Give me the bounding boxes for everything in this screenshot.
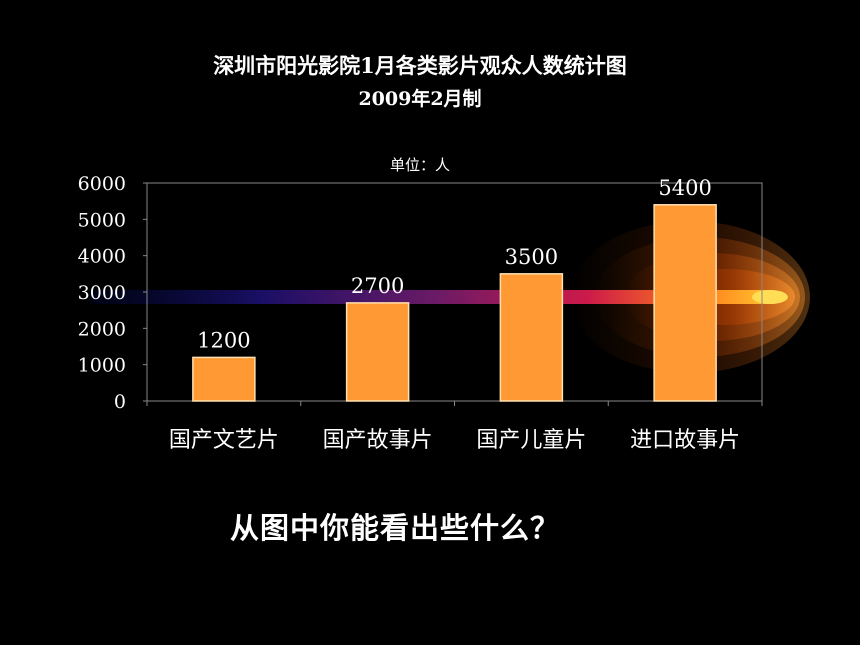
chart-subtitle: 2009年2月制 [358,88,482,110]
y-tick-label: 4000 [78,246,126,268]
y-tick-label: 2000 [78,318,126,340]
x-tick-label: 进口故事片 [630,428,740,453]
bar [192,356,256,402]
y-tick-label: 5000 [78,209,126,231]
x-tick-label: 国产故事片 [323,428,433,453]
unit-label: 单位：人 [390,156,450,174]
bar [499,273,564,402]
y-tick-label: 3000 [78,282,126,304]
bar [653,204,717,402]
y-tick-label: 0 [114,391,126,413]
data-label: 3500 [505,245,558,269]
labels: 0 1000 2000 3000 4000 5000 6000 单位：人 1200 国产文艺片 27… [78,156,740,453]
data-label: 1200 [197,328,250,352]
data-label: 2700 [351,274,404,298]
y-tick-label: 1000 [78,355,126,377]
x-tick-label: 国产文艺片 [169,428,279,453]
bars [192,204,717,402]
x-tick-label: 国产儿童片 [476,428,586,453]
axes [143,182,763,406]
data-label: 5400 [658,176,711,200]
question-text: 从图中你能看出些什么？ [230,511,561,545]
chart-title: 深圳市阳光影院1月各类影片观众人数统计图 [213,53,627,78]
y-tick-label: 6000 [78,173,126,195]
bar [345,302,410,402]
